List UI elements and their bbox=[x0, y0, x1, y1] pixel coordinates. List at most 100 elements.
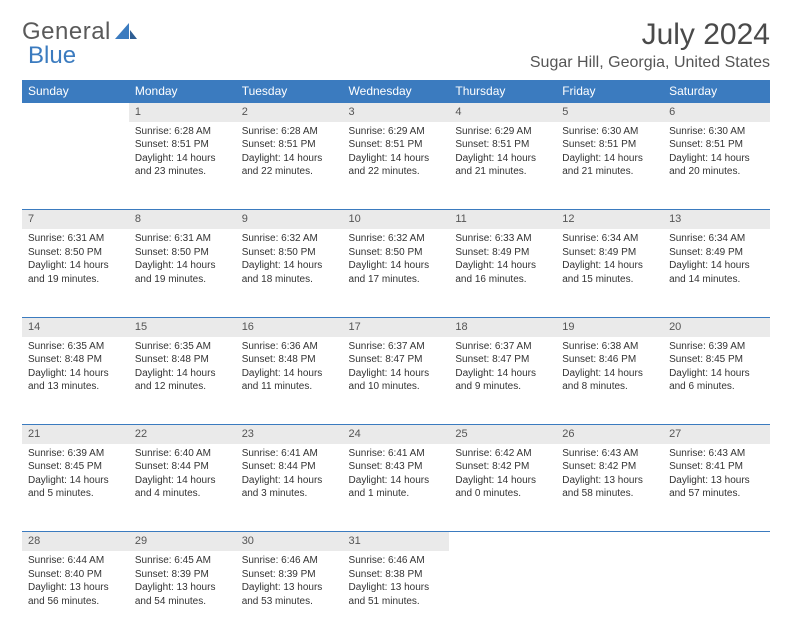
sunset-line: Sunset: 8:48 PM bbox=[242, 353, 337, 367]
daylight-line: Daylight: 14 hours and 11 minutes. bbox=[242, 367, 337, 394]
sunset-line: Sunset: 8:49 PM bbox=[669, 246, 764, 260]
daynum: 23 bbox=[236, 425, 343, 444]
calendar-table: SundayMondayTuesdayWednesdayThursdayFrid… bbox=[22, 80, 770, 639]
sunrise-line: Sunrise: 6:37 AM bbox=[349, 340, 444, 354]
daylight-line: Daylight: 14 hours and 16 minutes. bbox=[455, 259, 550, 286]
daynum: 10 bbox=[343, 210, 450, 229]
daynum: 18 bbox=[449, 317, 556, 336]
day-cell: Sunrise: 6:37 AMSunset: 8:47 PMDaylight:… bbox=[343, 337, 450, 425]
sunset-line: Sunset: 8:51 PM bbox=[135, 138, 230, 152]
daynum: 1 bbox=[129, 103, 236, 122]
brand-part2: Blue bbox=[28, 42, 76, 70]
day-cell-body: Sunrise: 6:46 AMSunset: 8:38 PMDaylight:… bbox=[343, 551, 450, 614]
day-cell-body: Sunrise: 6:34 AMSunset: 8:49 PMDaylight:… bbox=[556, 229, 663, 292]
day-cell: Sunrise: 6:28 AMSunset: 8:51 PMDaylight:… bbox=[236, 122, 343, 210]
day-cell-body: Sunrise: 6:35 AMSunset: 8:48 PMDaylight:… bbox=[22, 337, 129, 400]
sunset-line: Sunset: 8:50 PM bbox=[242, 246, 337, 260]
day-cell: Sunrise: 6:29 AMSunset: 8:51 PMDaylight:… bbox=[449, 122, 556, 210]
daylight-line: Daylight: 14 hours and 14 minutes. bbox=[669, 259, 764, 286]
daynum: 29 bbox=[129, 532, 236, 551]
day-cell: Sunrise: 6:32 AMSunset: 8:50 PMDaylight:… bbox=[236, 229, 343, 317]
daynum-empty bbox=[449, 532, 556, 551]
daylight-line: Daylight: 14 hours and 4 minutes. bbox=[135, 474, 230, 501]
sunrise-line: Sunrise: 6:31 AM bbox=[28, 232, 123, 246]
day-cell-empty bbox=[556, 551, 663, 639]
daylight-line: Daylight: 13 hours and 54 minutes. bbox=[135, 581, 230, 608]
day-cell: Sunrise: 6:45 AMSunset: 8:39 PMDaylight:… bbox=[129, 551, 236, 639]
day-cell-body: Sunrise: 6:45 AMSunset: 8:39 PMDaylight:… bbox=[129, 551, 236, 614]
day-cell: Sunrise: 6:30 AMSunset: 8:51 PMDaylight:… bbox=[663, 122, 770, 210]
sunset-line: Sunset: 8:48 PM bbox=[28, 353, 123, 367]
daylight-line: Daylight: 14 hours and 9 minutes. bbox=[455, 367, 550, 394]
daynum: 11 bbox=[449, 210, 556, 229]
sunrise-line: Sunrise: 6:33 AM bbox=[455, 232, 550, 246]
daynum: 12 bbox=[556, 210, 663, 229]
day-cell-body: Sunrise: 6:39 AMSunset: 8:45 PMDaylight:… bbox=[663, 337, 770, 400]
daylight-line: Daylight: 14 hours and 13 minutes. bbox=[28, 367, 123, 394]
day-cell-body: Sunrise: 6:28 AMSunset: 8:51 PMDaylight:… bbox=[129, 122, 236, 185]
day-cell: Sunrise: 6:41 AMSunset: 8:43 PMDaylight:… bbox=[343, 444, 450, 532]
day-cell: Sunrise: 6:40 AMSunset: 8:44 PMDaylight:… bbox=[129, 444, 236, 532]
day-cell: Sunrise: 6:46 AMSunset: 8:39 PMDaylight:… bbox=[236, 551, 343, 639]
sunrise-line: Sunrise: 6:34 AM bbox=[562, 232, 657, 246]
daylight-line: Daylight: 13 hours and 51 minutes. bbox=[349, 581, 444, 608]
sunset-line: Sunset: 8:47 PM bbox=[349, 353, 444, 367]
day-cell-body: Sunrise: 6:34 AMSunset: 8:49 PMDaylight:… bbox=[663, 229, 770, 292]
sunset-line: Sunset: 8:41 PM bbox=[669, 460, 764, 474]
daylight-line: Daylight: 13 hours and 58 minutes. bbox=[562, 474, 657, 501]
sunrise-line: Sunrise: 6:35 AM bbox=[28, 340, 123, 354]
day-cell-body: Sunrise: 6:32 AMSunset: 8:50 PMDaylight:… bbox=[236, 229, 343, 292]
day-cell-body: Sunrise: 6:30 AMSunset: 8:51 PMDaylight:… bbox=[663, 122, 770, 185]
weekday-header: Monday bbox=[129, 80, 236, 103]
day-cell-body: Sunrise: 6:46 AMSunset: 8:39 PMDaylight:… bbox=[236, 551, 343, 614]
week-row: Sunrise: 6:39 AMSunset: 8:45 PMDaylight:… bbox=[22, 444, 770, 532]
sunset-line: Sunset: 8:38 PM bbox=[349, 568, 444, 582]
day-cell: Sunrise: 6:41 AMSunset: 8:44 PMDaylight:… bbox=[236, 444, 343, 532]
day-cell: Sunrise: 6:38 AMSunset: 8:46 PMDaylight:… bbox=[556, 337, 663, 425]
sunrise-line: Sunrise: 6:39 AM bbox=[669, 340, 764, 354]
daynum: 27 bbox=[663, 425, 770, 444]
sunset-line: Sunset: 8:47 PM bbox=[455, 353, 550, 367]
daylight-line: Daylight: 14 hours and 19 minutes. bbox=[28, 259, 123, 286]
daylight-line: Daylight: 14 hours and 21 minutes. bbox=[455, 152, 550, 179]
sunset-line: Sunset: 8:45 PM bbox=[669, 353, 764, 367]
day-cell: Sunrise: 6:43 AMSunset: 8:41 PMDaylight:… bbox=[663, 444, 770, 532]
weekday-header-row: SundayMondayTuesdayWednesdayThursdayFrid… bbox=[22, 80, 770, 103]
sunset-line: Sunset: 8:51 PM bbox=[242, 138, 337, 152]
day-cell-body: Sunrise: 6:32 AMSunset: 8:50 PMDaylight:… bbox=[343, 229, 450, 292]
weekday-header: Sunday bbox=[22, 80, 129, 103]
daynum: 2 bbox=[236, 103, 343, 122]
daynum: 13 bbox=[663, 210, 770, 229]
daynum: 17 bbox=[343, 317, 450, 336]
daynum-row: 28293031 bbox=[22, 532, 770, 551]
day-cell-body: Sunrise: 6:39 AMSunset: 8:45 PMDaylight:… bbox=[22, 444, 129, 507]
sunrise-line: Sunrise: 6:46 AM bbox=[349, 554, 444, 568]
sunset-line: Sunset: 8:50 PM bbox=[349, 246, 444, 260]
day-cell: Sunrise: 6:28 AMSunset: 8:51 PMDaylight:… bbox=[129, 122, 236, 210]
sunrise-line: Sunrise: 6:34 AM bbox=[669, 232, 764, 246]
daynum: 9 bbox=[236, 210, 343, 229]
day-cell: Sunrise: 6:32 AMSunset: 8:50 PMDaylight:… bbox=[343, 229, 450, 317]
sunrise-line: Sunrise: 6:39 AM bbox=[28, 447, 123, 461]
weekday-header: Wednesday bbox=[343, 80, 450, 103]
daylight-line: Daylight: 14 hours and 23 minutes. bbox=[135, 152, 230, 179]
day-cell-empty bbox=[449, 551, 556, 639]
day-cell: Sunrise: 6:37 AMSunset: 8:47 PMDaylight:… bbox=[449, 337, 556, 425]
day-cell-body: Sunrise: 6:37 AMSunset: 8:47 PMDaylight:… bbox=[343, 337, 450, 400]
daynum-row: 78910111213 bbox=[22, 210, 770, 229]
daylight-line: Daylight: 14 hours and 20 minutes. bbox=[669, 152, 764, 179]
day-cell-empty bbox=[663, 551, 770, 639]
sunset-line: Sunset: 8:43 PM bbox=[349, 460, 444, 474]
day-cell: Sunrise: 6:35 AMSunset: 8:48 PMDaylight:… bbox=[22, 337, 129, 425]
weekday-header: Friday bbox=[556, 80, 663, 103]
sunset-line: Sunset: 8:46 PM bbox=[562, 353, 657, 367]
sunset-line: Sunset: 8:51 PM bbox=[349, 138, 444, 152]
daynum: 16 bbox=[236, 317, 343, 336]
sunrise-line: Sunrise: 6:41 AM bbox=[242, 447, 337, 461]
daynum: 4 bbox=[449, 103, 556, 122]
daynum: 21 bbox=[22, 425, 129, 444]
daylight-line: Daylight: 14 hours and 0 minutes. bbox=[455, 474, 550, 501]
day-cell-body: Sunrise: 6:43 AMSunset: 8:42 PMDaylight:… bbox=[556, 444, 663, 507]
daynum: 28 bbox=[22, 532, 129, 551]
weekday-header: Thursday bbox=[449, 80, 556, 103]
